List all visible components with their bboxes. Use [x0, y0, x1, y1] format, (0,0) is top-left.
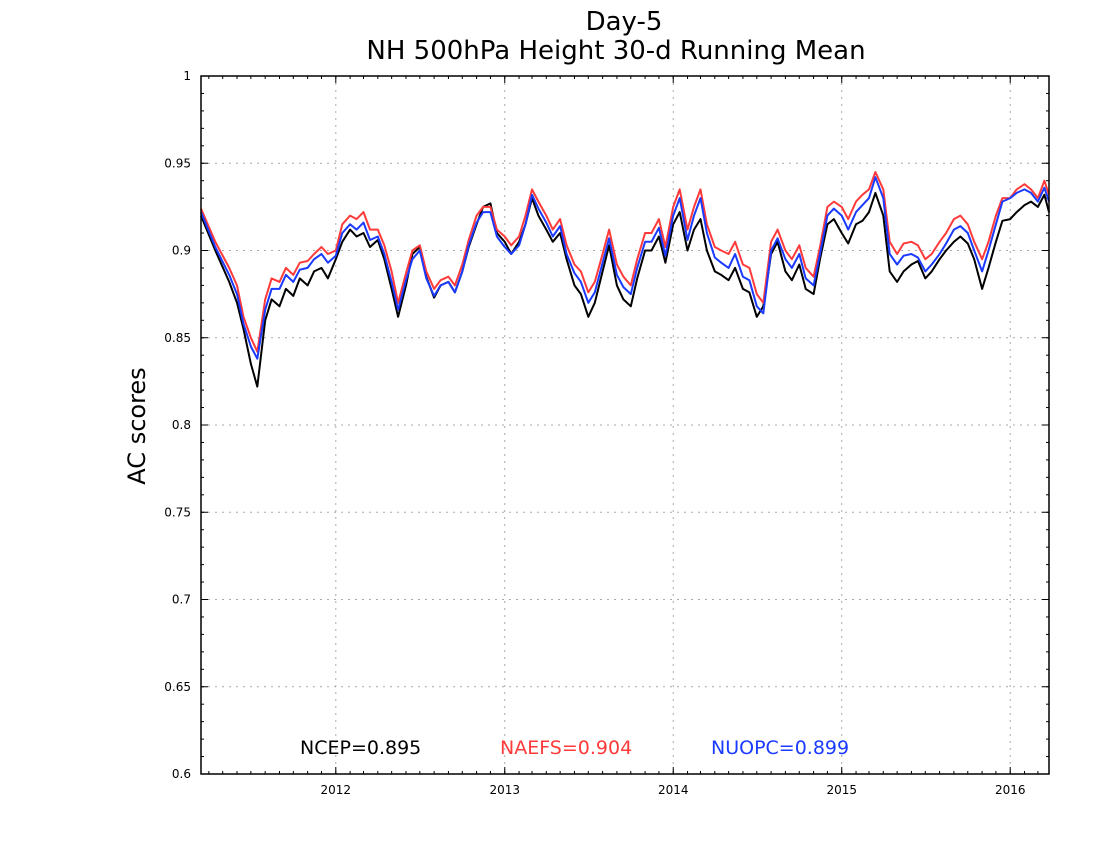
series-line-nuopc	[200, 176, 1050, 360]
legend-item-ncep: NCEP=0.895	[300, 737, 421, 759]
grid-lines	[201, 76, 1049, 774]
x-tick-label: 2013	[489, 783, 520, 797]
y-tick-label: 0.75	[164, 505, 191, 519]
y-tick-label: 0.6	[172, 767, 191, 781]
y-tick-label: 1	[183, 69, 191, 83]
legend: NCEP=0.895 NAEFS=0.904 NUOPC=0.899	[300, 737, 849, 759]
x-tick-label: 2016	[995, 783, 1026, 797]
series-line-ncep	[200, 191, 1050, 388]
axis-ticks: 0.6 0.65 0.7 0.75 0.8 0.85 0.9 0.95 1 2012 2013 201…	[164, 69, 1049, 797]
x-tick-label: 2014	[658, 783, 689, 797]
y-tick-label: 0.65	[164, 680, 191, 694]
series-lines	[200, 171, 1050, 388]
x-tick-label: 2012	[321, 783, 352, 797]
y-tick-label: 0.9	[172, 244, 191, 258]
chart-subtitle: NH 500hPa Height 30-d Running Mean	[366, 36, 865, 66]
plot-frame	[200, 75, 1050, 775]
y-axis-label: AC scores	[123, 367, 151, 484]
legend-item-naefs: NAEFS=0.904	[500, 737, 632, 759]
x-tick-label: 2015	[826, 783, 857, 797]
legend-item-nuopc: NUOPC=0.899	[711, 737, 849, 759]
series-line-naefs	[200, 171, 1050, 353]
y-tick-label: 0.7	[172, 593, 191, 607]
y-tick-label: 0.95	[164, 156, 191, 170]
chart-title: Day-5	[586, 7, 663, 37]
y-tick-label: 0.85	[164, 331, 191, 345]
y-tick-label: 0.8	[172, 418, 191, 432]
